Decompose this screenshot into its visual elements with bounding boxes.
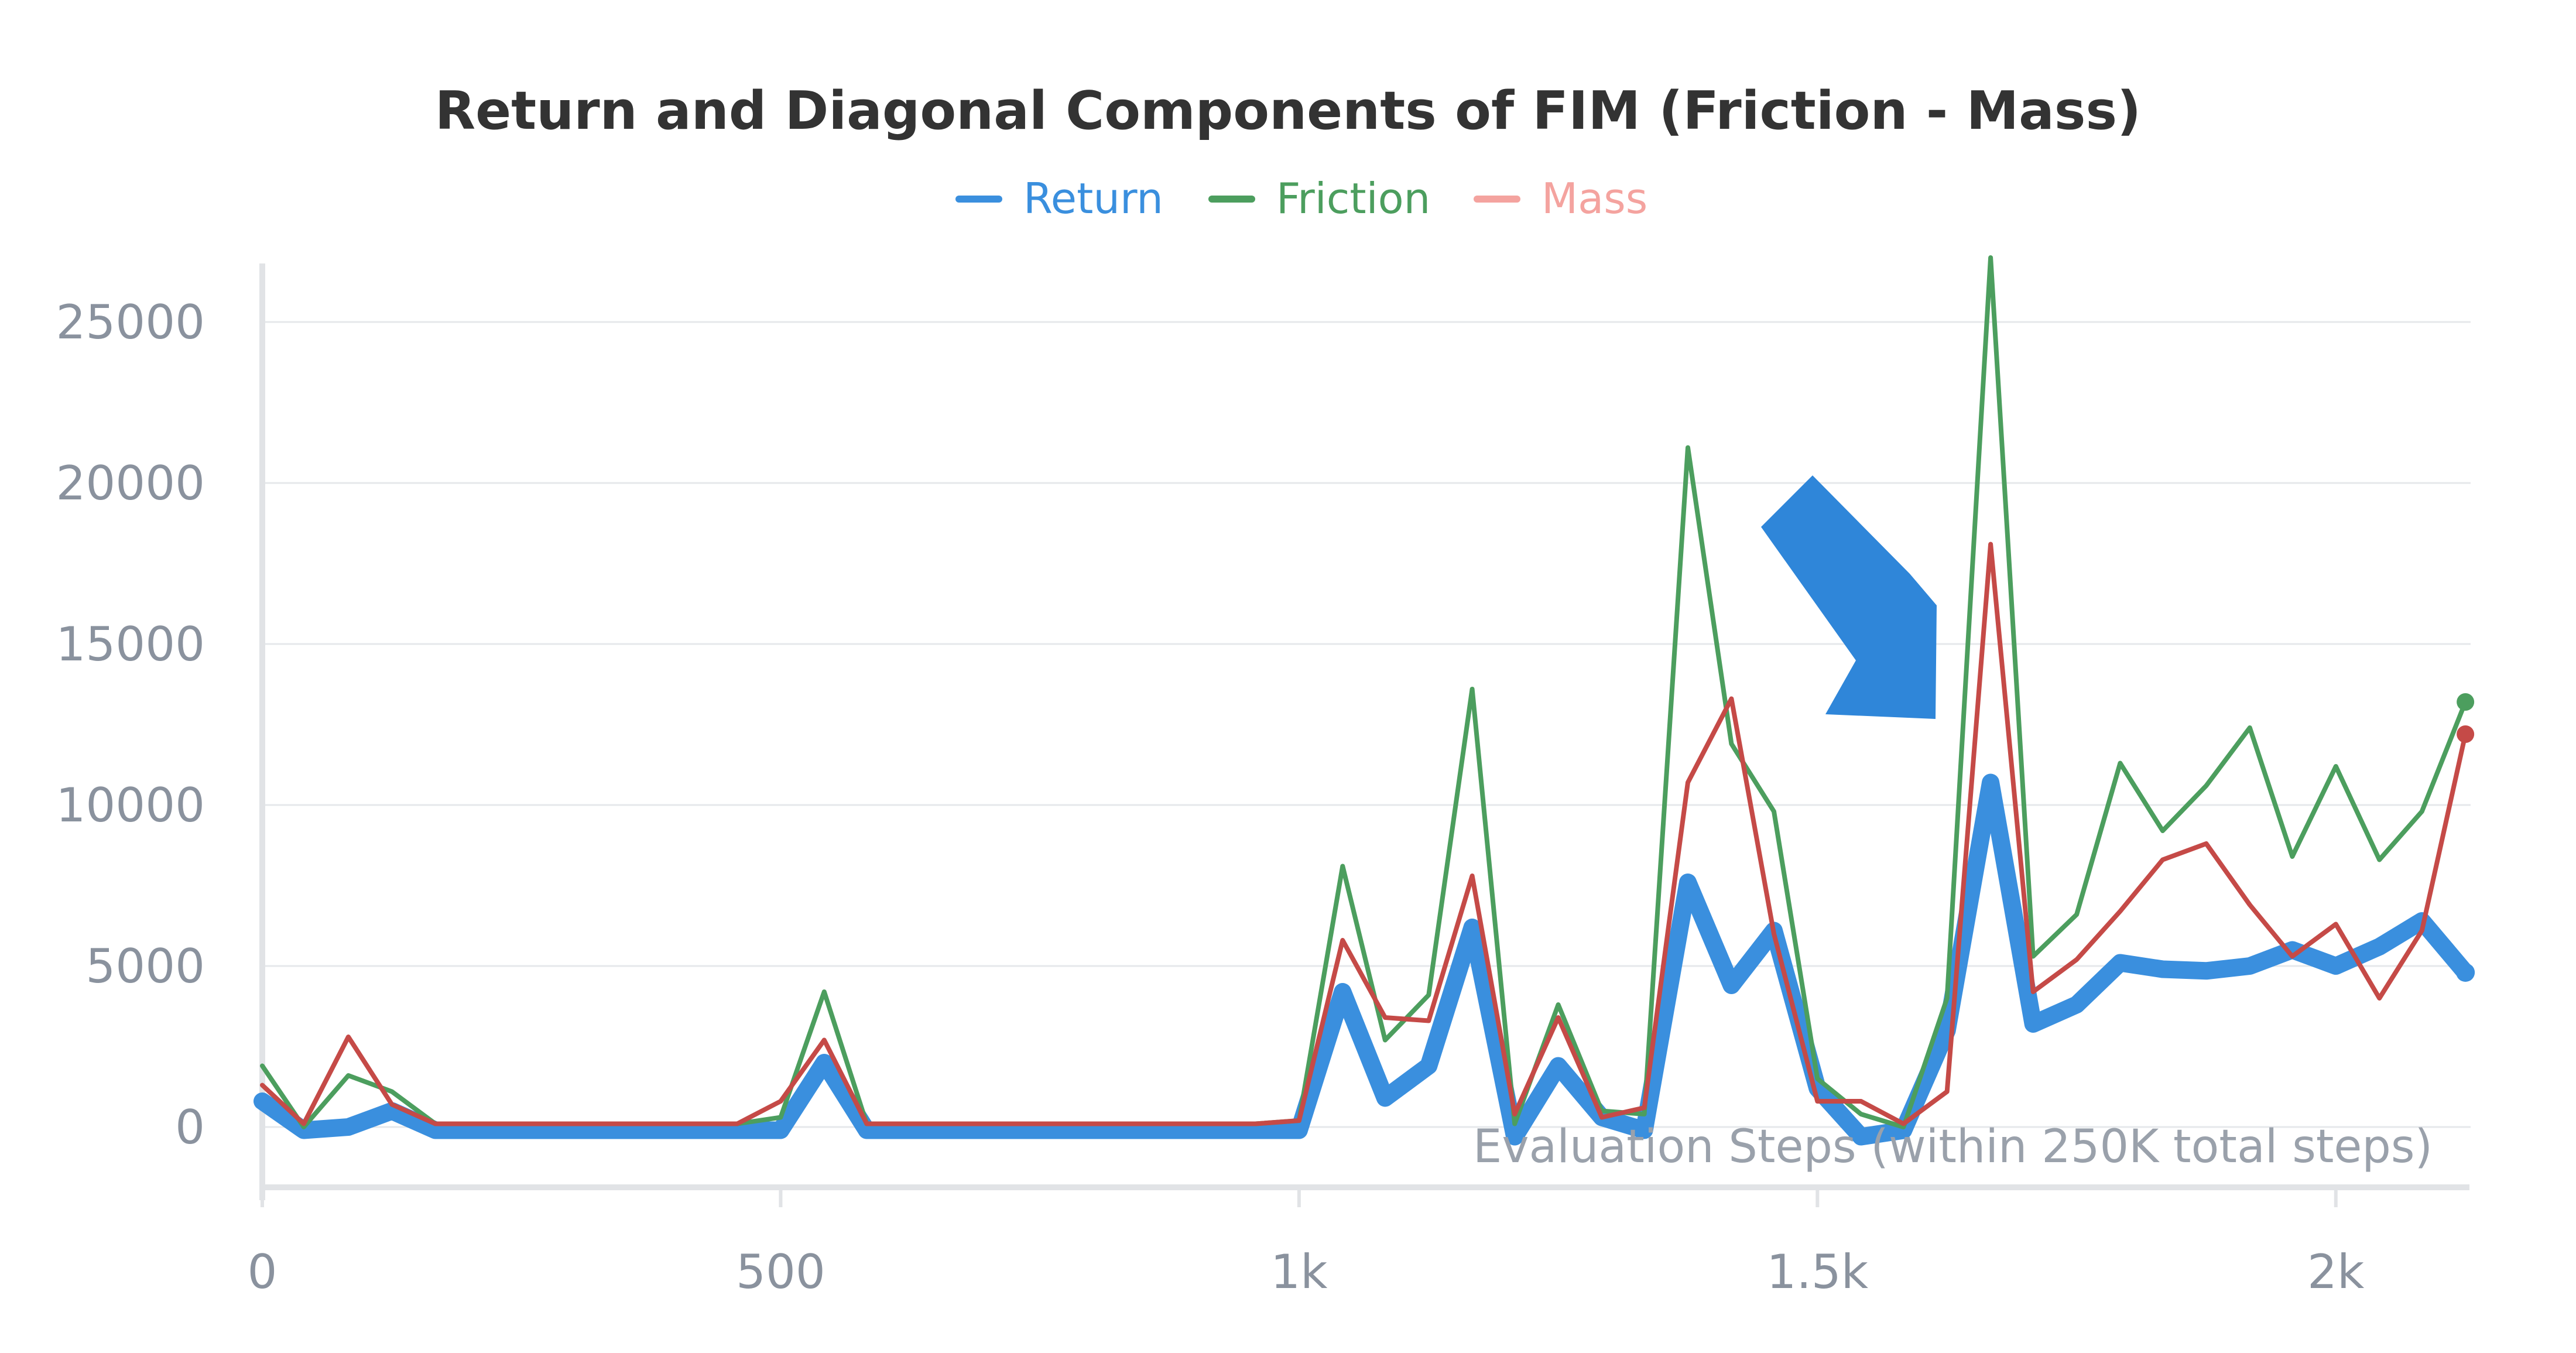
chart-title: Return and Diagonal Components of FIM (F… [435,80,2141,142]
x-axis-label: Evaluation Steps (within 250K total step… [1473,1121,2433,1173]
series-line-mass [260,542,2468,1126]
y-tick-label: 20000 [56,456,205,511]
x-tick-label: 2k [2307,1245,2365,1299]
series-endpoint-mass [2457,725,2475,743]
gridlines [262,321,2471,1128]
y-tick-label: 10000 [56,778,205,833]
annotation-arrow-icon [1761,475,1937,719]
legend-label-mass: Mass [1542,174,1647,223]
series-lines [254,255,2475,1146]
x-tick-label: 0 [248,1245,278,1299]
legend-label-return: Return [1023,174,1163,223]
y-tick-label: 0 [175,1100,205,1155]
x-axis-ticks: 0 500 1k 1.5k 2k [248,1187,2365,1299]
y-tick-label: 25000 [56,295,205,350]
y-tick-label: 15000 [56,617,205,672]
x-tick-label: 1.5k [1767,1245,1869,1299]
legend-label-friction: Friction [1276,174,1430,223]
series-endpoint-return [2456,963,2475,982]
y-tick-label: 5000 [85,939,205,994]
y-axis-ticks: 0 5000 10000 15000 20000 25000 [56,295,205,1155]
x-tick-label: 1k [1270,1245,1328,1299]
legend: Return Friction Mass [955,174,1647,223]
series-line-friction [260,255,2468,1129]
x-tick-label: 500 [736,1245,825,1299]
series-line-return [254,773,2475,1146]
series-endpoint-friction [2457,693,2475,711]
